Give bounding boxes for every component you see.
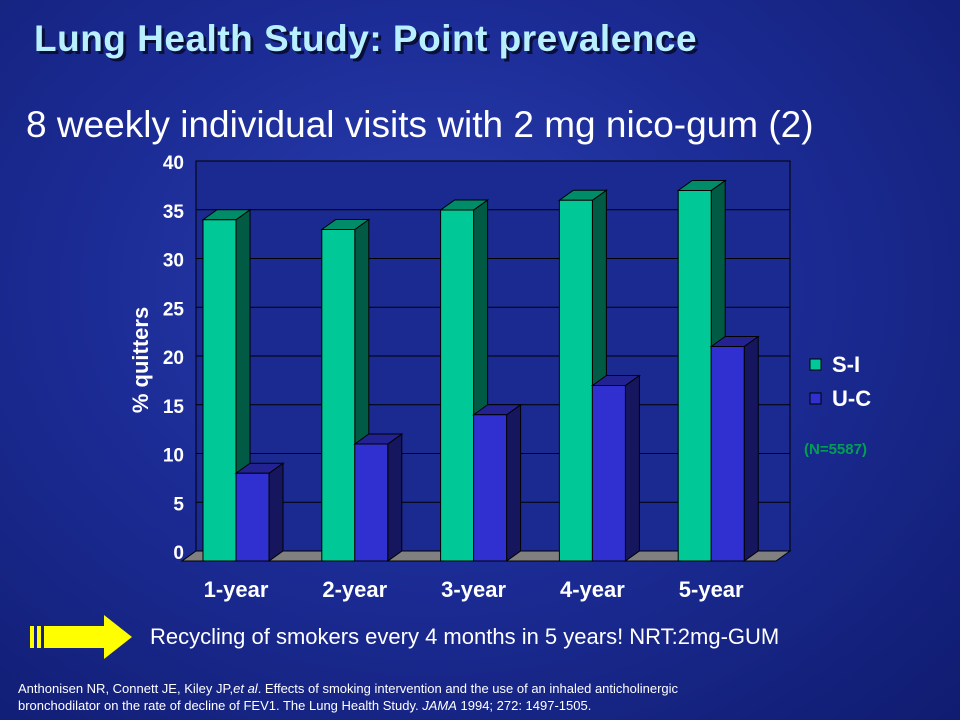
citation-line1-post: . Effects of smoking intervention and th… <box>257 681 679 696</box>
citation: Anthonisen NR, Connett JE, Kiley JP,et a… <box>18 680 948 714</box>
bar-side-u-c <box>624 374 640 562</box>
yellow-right-arrow-icon <box>30 615 132 659</box>
bar-side-u-c <box>268 462 284 562</box>
bar-s-i-5-year <box>677 190 712 562</box>
footer-note: Recycling of smokers every 4 months in 5… <box>150 624 780 649</box>
legend-swatch-s-i <box>809 358 822 371</box>
y-tick-label: 5 <box>173 494 184 515</box>
bar-s-i-1-year <box>202 219 237 562</box>
bar-u-c-5-year <box>710 346 745 562</box>
bar-u-c-3-year <box>473 414 508 562</box>
y-tick-label: 15 <box>163 397 185 418</box>
x-tick-label: 5-year <box>679 577 744 602</box>
y-tick-label: 0 <box>173 543 184 564</box>
slide-title: Lung Health Study: Point prevalence <box>34 18 698 59</box>
bar-u-c-4-year <box>591 385 626 562</box>
bar-u-c-2-year <box>354 443 389 562</box>
bar-side-u-c <box>743 335 759 562</box>
y-tick-label: 30 <box>163 251 184 272</box>
slide-subtitle: 8 weekly individual visits with 2 mg nic… <box>26 104 814 145</box>
bar-s-i-2-year <box>321 229 356 562</box>
y-tick-label: 35 <box>163 202 185 223</box>
y-axis-label: % quitters <box>128 307 153 413</box>
bar-u-c-1-year <box>235 472 270 562</box>
y-tick-label: 10 <box>163 446 184 467</box>
y-tick-label: 20 <box>163 348 184 369</box>
citation-line1-pre: Anthonisen NR, Connett JE, Kiley JP, <box>18 681 234 696</box>
y-tick-label: 40 <box>163 153 184 174</box>
legend-swatch-u-c <box>809 392 822 405</box>
bar-side-u-c <box>387 433 403 562</box>
citation-line1-em: et al <box>233 681 258 696</box>
legend-label-s-i: S-I <box>832 352 860 377</box>
x-tick-label: 3-year <box>441 577 506 602</box>
x-tick-label: 2-year <box>322 577 387 602</box>
x-tick-label: 4-year <box>560 577 625 602</box>
citation-line2-pre: bronchodilator on the rate of decline of… <box>18 698 423 713</box>
y-tick-label: 25 <box>163 299 185 320</box>
legend-label-u-c: U-C <box>832 386 871 411</box>
bar-s-i-3-year <box>440 209 475 562</box>
x-tick-label: 1-year <box>204 577 269 602</box>
sample-size-annotation: (N=5587) <box>804 441 867 458</box>
bar-s-i-4-year <box>558 199 593 562</box>
citation-line2-em: JAMA <box>422 698 457 713</box>
bar-side-u-c <box>506 403 522 562</box>
citation-line2-post: 1994; 272: 1497-1505. <box>456 698 592 713</box>
